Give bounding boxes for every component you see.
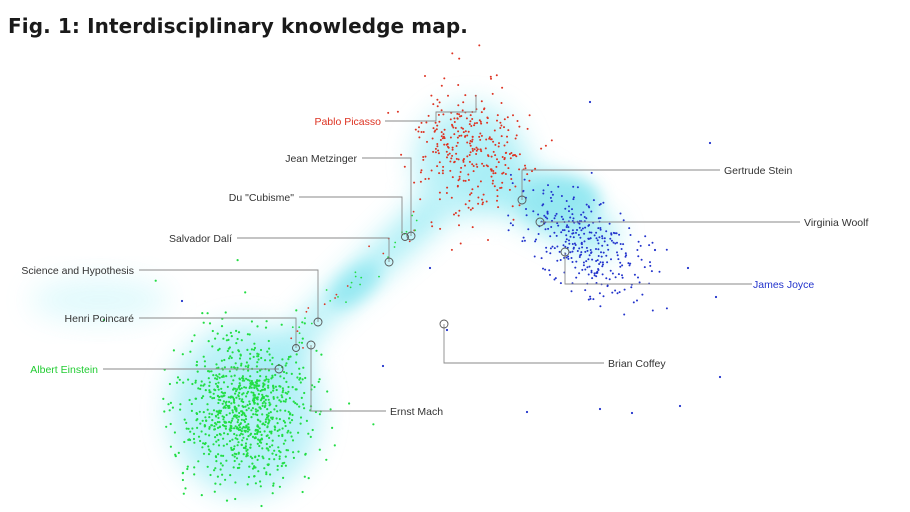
label-albert-einstein: Albert Einstein: [30, 364, 98, 376]
label-du-cubisme: Du "Cubisme": [229, 192, 294, 204]
label-salvador-dali: Salvador Dalí: [169, 233, 232, 245]
label-brian-coffey: Brian Coffey: [608, 358, 666, 370]
node-labels: Pablo Picasso Jean Metzinger Du "Cubisme…: [21, 116, 868, 418]
label-ernst-mach: Ernst Mach: [390, 406, 443, 418]
label-virginia-woolf: Virginia Woolf: [804, 217, 868, 229]
label-jean-metzinger: Jean Metzinger: [285, 153, 357, 165]
key-nodes: [274, 195, 570, 374]
label-james-joyce: James Joyce: [753, 279, 814, 291]
label-pablo-picasso: Pablo Picasso: [314, 116, 381, 128]
figure-title: Fig. 1: Interdisciplinary knowledge map.: [8, 14, 468, 38]
label-henri-poincare: Henri Poincaré: [65, 313, 135, 325]
label-gertrude-stein: Gertrude Stein: [724, 165, 792, 177]
label-science-and-hypothesis: Science and Hypothesis: [21, 265, 134, 277]
leader-lines: [103, 95, 800, 412]
